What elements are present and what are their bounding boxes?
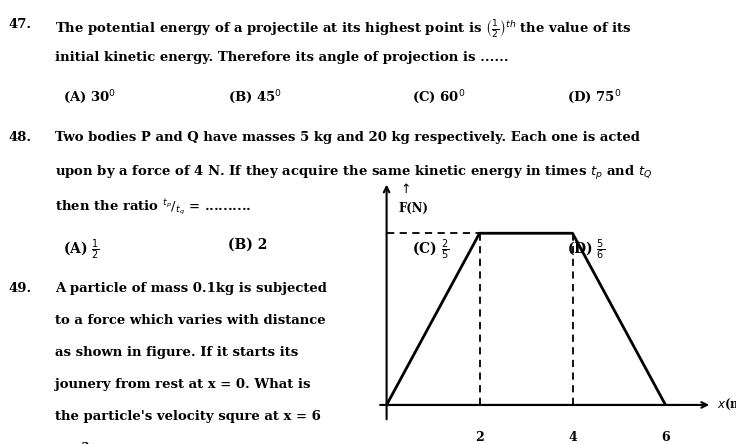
Text: cm ?: cm ? [55,442,90,444]
Text: (A) 30$^0$: (A) 30$^0$ [63,89,116,107]
Text: $x$(m) $\rightarrow$: $x$(m) $\rightarrow$ [717,397,736,412]
Text: 47.: 47. [9,18,32,31]
Text: then the ratio $^{t_p}/_{t_q}$ = ..........: then the ratio $^{t_p}/_{t_q}$ = .......… [55,198,252,217]
Text: (C) 60$^0$: (C) 60$^0$ [412,89,466,107]
Text: 49.: 49. [9,282,32,295]
Text: The potential energy of a projectile at its highest point is $\left(\frac{1}{2}\: The potential energy of a projectile at … [55,18,632,40]
Text: 48.: 48. [9,131,32,144]
Text: (D) $\frac{5}{6}$: (D) $\frac{5}{6}$ [567,238,605,262]
Text: (A) $\frac{1}{2}$: (A) $\frac{1}{2}$ [63,238,99,262]
Text: (D) 75$^0$: (D) 75$^0$ [567,89,621,107]
Text: the particle's velocity squre at x = 6: the particle's velocity squre at x = 6 [55,410,321,423]
Text: as shown in figure. If it starts its: as shown in figure. If it starts its [55,346,299,359]
Text: 6: 6 [661,431,670,444]
Text: $\uparrow$: $\uparrow$ [398,182,411,196]
Text: initial kinetic energy. Therefore its angle of projection is ......: initial kinetic energy. Therefore its an… [55,51,509,64]
Text: F(N): F(N) [398,202,428,215]
Text: (B) 45$^0$: (B) 45$^0$ [228,89,283,107]
Text: (C) $\frac{2}{5}$: (C) $\frac{2}{5}$ [412,238,450,262]
Text: jounery from rest at x = 0. What is: jounery from rest at x = 0. What is [55,378,311,391]
Text: Two bodies P and Q have masses 5 kg and 20 kg respectively. Each one is acted: Two bodies P and Q have masses 5 kg and … [55,131,640,144]
Text: 4: 4 [568,431,577,444]
Text: upon by a force of 4 N. If they acquire the same kinetic energy in times $t_p$ a: upon by a force of 4 N. If they acquire … [55,164,653,182]
Text: to a force which varies with distance: to a force which varies with distance [55,314,326,327]
Text: 2: 2 [475,431,484,444]
Text: A particle of mass 0.1kg is subjected: A particle of mass 0.1kg is subjected [55,282,327,295]
Text: (B) 2: (B) 2 [228,238,267,252]
